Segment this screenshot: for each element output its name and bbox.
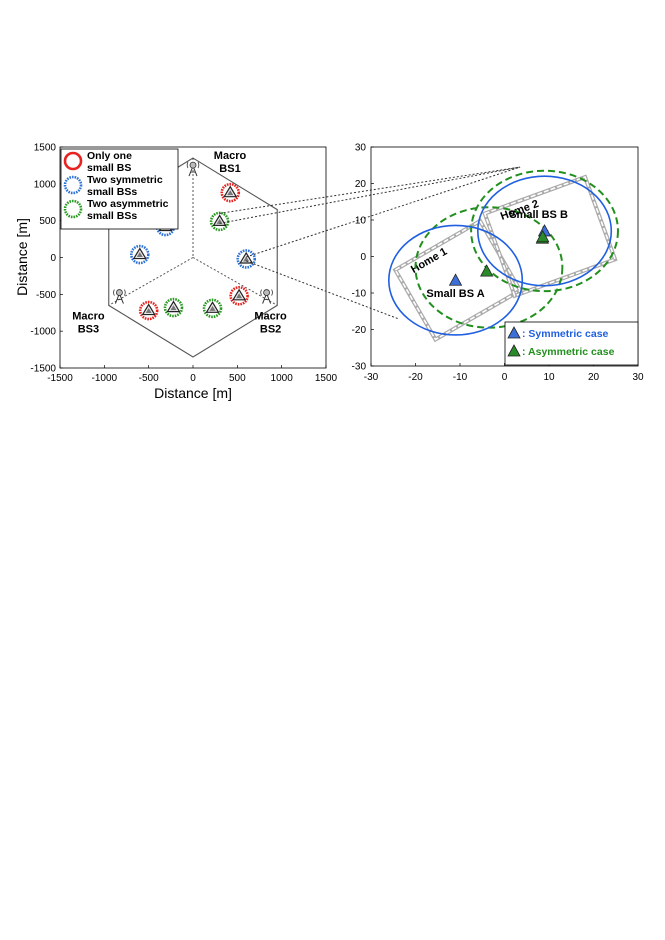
right-x-tick-label: 20 [588,372,600,383]
legend-marker-circle [63,175,83,195]
right-y-tick-label: -30 [352,362,367,373]
small-bs-b-label: Small BS B [509,209,568,221]
legend-label: Two symmetric [87,174,163,186]
left-y-tick-label: -1500 [30,364,56,375]
left-x-tick-label: 1500 [315,373,338,384]
macro-bs-tower-icon [113,289,126,304]
right-x-tick-label: 30 [632,372,644,383]
left-x-tick-label: -1500 [47,373,73,384]
macro-bs-label: BS1 [219,163,240,175]
small-bs-marker-blue [236,249,256,269]
zoom-connector-line [219,166,521,214]
right-y-ticks: 30 20 10 0 -10 -20 -30 [352,143,374,373]
macro-bs-label: BS2 [260,324,281,336]
legend-label: Two asymmetric [87,198,169,210]
right-legend-box [504,321,639,366]
legend-label: : Symmetric case [522,328,609,340]
right-y-tick-label: 20 [355,179,367,190]
small-bs-marker-green [163,297,184,318]
macro-bs-tower-icon [260,289,273,304]
right-y-tick-label: 0 [360,252,366,263]
right-y-tick-label: -10 [352,289,367,300]
right-y-tick-label: 30 [355,143,367,154]
legend-label: small BSs [87,210,137,222]
zoom-connector-line [246,166,521,258]
left-x-tick-label: 500 [229,373,246,384]
right-x-tick-label: -10 [453,372,468,383]
symmetric-coverage-circle [476,175,613,287]
right-x-tick-label: -20 [408,372,423,383]
right-y-tick-label: 10 [355,216,367,227]
asymmetric-bs-marker [480,264,494,277]
legend-triangle-marker [507,344,521,357]
legend-label: small BSs [87,186,137,198]
right-x-tick-label: 0 [502,372,508,383]
sector-boundary-line [192,257,278,306]
asymmetric-coverage-circle [470,169,619,293]
symmetric-bs-marker [448,273,463,286]
left-x-tick-label: 1000 [271,373,294,384]
legend-label: small BS [87,162,131,174]
left-y-tick-label: 0 [50,253,56,264]
legend-label: : Asymmetric case [522,346,615,358]
small-bs-marker-red [229,286,249,306]
right-x-tick-label: -30 [364,372,379,383]
left-y-tick-label: 1500 [34,143,57,154]
left-y-ticks: 1500 1000 500 0 -500 -1000 -1500 [30,143,63,375]
small-bs-marker-red [138,300,159,321]
small-bs-marker-green [209,211,230,232]
left-y-axis-label: Distance [m] [14,218,30,296]
macro-bs-label: BS3 [78,324,99,336]
macro-bs-label: Macro [214,150,247,162]
macro-bs-label: Macro [72,311,105,323]
left-y-tick-label: 500 [39,216,56,227]
legend-label: Only one [87,150,132,162]
right-x-tick-label: 10 [543,372,555,383]
left-x-tick-label: -500 [139,373,159,384]
symmetric-coverage-circle [387,224,524,336]
left-panel: -1500 -1000 -500 0 500 1000 1500 150010005000-… [14,143,338,402]
left-y-tick-label: -1000 [30,327,56,338]
left-x-ticks: -1500 -1000 -500 0 500 1000 1500 [47,365,338,384]
macro-bs-tower-icon [186,161,200,177]
zoom-connector-line [219,166,521,224]
macro-bs-label: Macro [254,311,287,323]
legend-marker-circle [63,151,83,171]
right-legend: : Symmetric case : Asymmetric case [504,321,639,366]
small-bs-a-label: Small BS A [426,288,484,300]
small-bs-marker-red [220,182,241,203]
asymmetric-bs-marker [536,229,550,243]
zoom-connector-line [246,260,398,320]
left-y-tick-label: 1000 [34,179,57,190]
legend-triangle-marker [507,326,521,339]
small-bs-marker-blue [130,244,150,265]
left-x-axis-label: Distance [m] [154,385,232,401]
left-y-tick-label: -500 [36,290,56,301]
small-bs-marker-green [202,298,223,319]
left-x-tick-label: -1000 [92,373,118,384]
zoom-connector-lines [219,166,521,320]
legend-marker-circle [63,199,83,219]
sector-boundary-line [108,257,194,306]
right-y-tick-label: -20 [352,325,367,336]
left-x-tick-label: 0 [190,373,196,384]
